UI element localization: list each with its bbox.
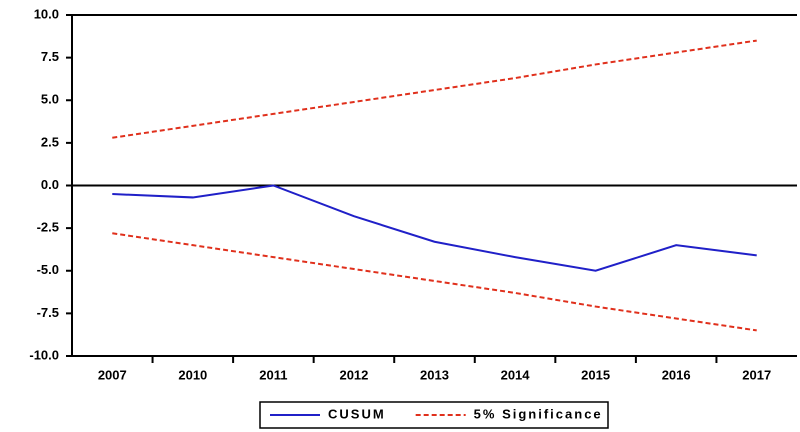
legend-label: 5% Significance (474, 406, 603, 421)
x-tick-label: 2012 (339, 367, 368, 382)
x-tick-label: 2014 (501, 367, 531, 382)
series-line (112, 184, 757, 272)
series-line (112, 232, 757, 332)
y-tick-label: 0.0 (41, 177, 59, 192)
y-tick-label: -7.5 (37, 305, 59, 320)
legend-label: CUSUM (328, 406, 386, 421)
y-tick-label: -5.0 (37, 262, 59, 277)
y-tick-label: 10.0 (34, 6, 59, 21)
y-tick-label: 2.5 (41, 134, 59, 149)
y-tick-label: -10.0 (29, 347, 59, 362)
x-tick-label: 2017 (742, 367, 771, 382)
x-tick-label: 2015 (581, 367, 610, 382)
y-tick-label: 5.0 (41, 92, 59, 107)
y-tick-label: -2.5 (37, 220, 59, 235)
x-tick-label: 2010 (178, 367, 207, 382)
series-line (112, 39, 757, 139)
y-tick-label: 7.5 (41, 49, 59, 64)
x-tick-label: 2013 (420, 367, 449, 382)
x-tick-label: 2011 (259, 367, 287, 382)
x-tick-label: 2016 (662, 367, 691, 382)
x-tick-label: 2007 (98, 367, 127, 382)
